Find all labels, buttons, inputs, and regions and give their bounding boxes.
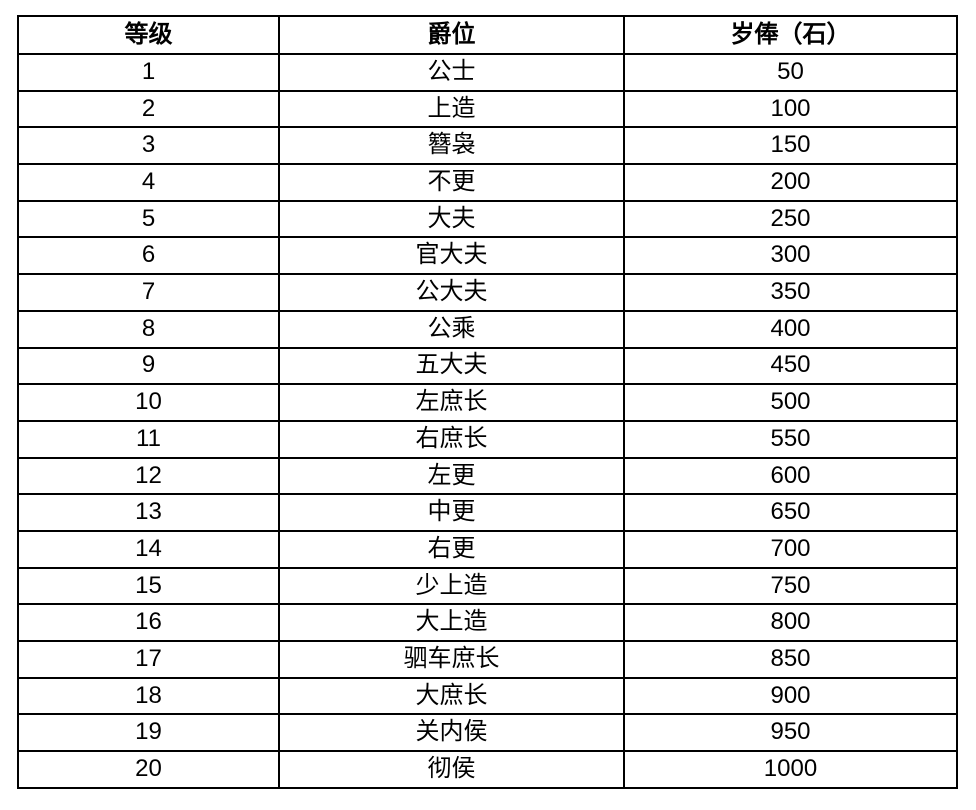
title-cell: 关内侯 [278, 713, 625, 753]
title-cell: 驷车庶长 [278, 640, 625, 679]
table-row: 6 官大夫 300 [17, 236, 958, 276]
table-row: 10 左庶长 500 [17, 383, 958, 422]
salary-cell: 550 [623, 419, 958, 459]
salary-cell: 800 [623, 603, 958, 642]
title-cell: 左更 [278, 456, 625, 496]
salary-cell: 100 [623, 89, 958, 129]
title-cell: 中更 [278, 493, 625, 532]
rank-cell: 10 [17, 383, 280, 422]
table-header-row: 等级 爵位 岁俸（石） [17, 15, 958, 55]
title-cell: 五大夫 [278, 346, 625, 386]
table-row: 3 簪袅 150 [17, 126, 958, 166]
rank-cell: 4 [17, 163, 280, 202]
rank-cell: 14 [17, 529, 280, 569]
salary-cell: 900 [623, 676, 958, 716]
rank-cell: 15 [17, 566, 280, 606]
table-row: 15 少上造 750 [17, 566, 958, 606]
rank-cell: 6 [17, 236, 280, 276]
table-row: 7 公大夫 350 [17, 273, 958, 312]
table-row: 16 大上造 800 [17, 603, 958, 642]
salary-cell: 600 [623, 456, 958, 496]
title-cell: 大庶长 [278, 676, 625, 716]
rank-cell: 16 [17, 603, 280, 642]
salary-cell: 50 [623, 53, 958, 92]
salary-cell: 250 [623, 199, 958, 239]
salary-cell: 400 [623, 309, 958, 349]
table-row: 4 不更 200 [17, 163, 958, 202]
title-cell: 大夫 [278, 199, 625, 239]
table-row: 13 中更 650 [17, 493, 958, 532]
rank-cell: 11 [17, 419, 280, 459]
salary-cell: 850 [623, 640, 958, 679]
title-cell: 彻侯 [278, 750, 625, 789]
salary-cell: 350 [623, 273, 958, 312]
table-row: 12 左更 600 [17, 456, 958, 496]
rank-cell: 19 [17, 713, 280, 753]
rank-cell: 7 [17, 273, 280, 312]
title-cell: 不更 [278, 163, 625, 202]
header-title: 爵位 [278, 15, 625, 55]
salary-cell: 1000 [623, 750, 958, 789]
table-body: 1 公士 50 2 上造 100 3 簪袅 150 4 不更 200 5 大夫 250 6 官大夫 300 7 公大夫… [17, 53, 958, 789]
salary-cell: 200 [623, 163, 958, 202]
salary-cell: 750 [623, 566, 958, 606]
salary-cell: 650 [623, 493, 958, 532]
table-row: 18 大庶长 900 [17, 676, 958, 716]
table-row: 14 右更 700 [17, 529, 958, 569]
rank-cell: 17 [17, 640, 280, 679]
title-cell: 簪袅 [278, 126, 625, 166]
salary-cell: 500 [623, 383, 958, 422]
title-cell: 公士 [278, 53, 625, 92]
table-row: 11 右庶长 550 [17, 419, 958, 459]
rank-cell: 18 [17, 676, 280, 716]
header-rank: 等级 [17, 15, 280, 55]
rank-cell: 2 [17, 89, 280, 129]
salary-cell: 950 [623, 713, 958, 753]
rank-cell: 13 [17, 493, 280, 532]
table-row: 8 公乘 400 [17, 309, 958, 349]
rank-cell: 20 [17, 750, 280, 789]
table-row: 1 公士 50 [17, 53, 958, 92]
rank-cell: 3 [17, 126, 280, 166]
title-cell: 右更 [278, 529, 625, 569]
salary-cell: 450 [623, 346, 958, 386]
title-cell: 公乘 [278, 309, 625, 349]
title-cell: 上造 [278, 89, 625, 129]
rank-salary-table: 等级 爵位 岁俸（石） 1 公士 50 2 上造 100 3 簪袅 150 4 不更 200 5 大夫 25… [17, 15, 958, 789]
rank-cell: 8 [17, 309, 280, 349]
title-cell: 少上造 [278, 566, 625, 606]
title-cell: 大上造 [278, 603, 625, 642]
rank-cell: 9 [17, 346, 280, 386]
table-row: 17 驷车庶长 850 [17, 640, 958, 679]
salary-cell: 700 [623, 529, 958, 569]
salary-cell: 150 [623, 126, 958, 166]
table-row: 2 上造 100 [17, 89, 958, 129]
title-cell: 官大夫 [278, 236, 625, 276]
title-cell: 公大夫 [278, 273, 625, 312]
salary-cell: 300 [623, 236, 958, 276]
rank-cell: 1 [17, 53, 280, 92]
table-row: 5 大夫 250 [17, 199, 958, 239]
rank-cell: 12 [17, 456, 280, 496]
header-salary: 岁俸（石） [623, 15, 958, 55]
title-cell: 左庶长 [278, 383, 625, 422]
table-row: 20 彻侯 1000 [17, 750, 958, 789]
rank-cell: 5 [17, 199, 280, 239]
table-row: 9 五大夫 450 [17, 346, 958, 386]
table-row: 19 关内侯 950 [17, 713, 958, 753]
title-cell: 右庶长 [278, 419, 625, 459]
